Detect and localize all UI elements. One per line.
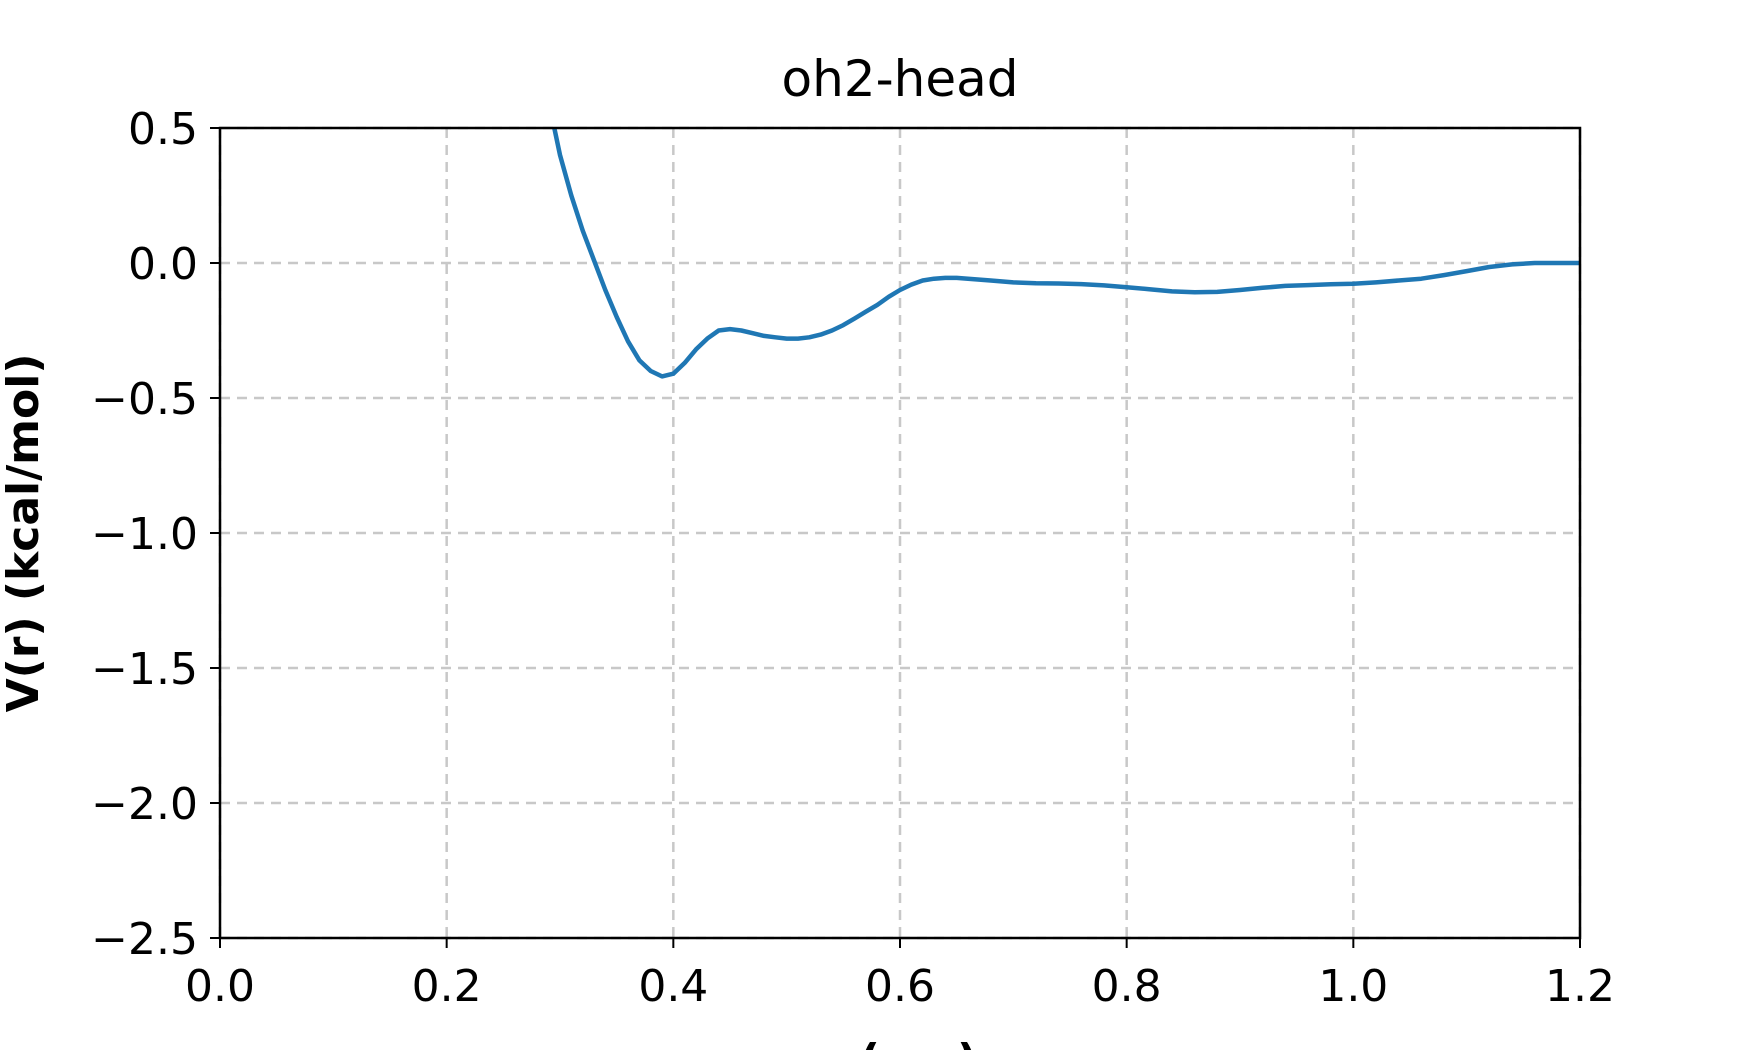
y-tick-label: 0.0 [128, 239, 198, 290]
y-tick-label: −2.5 [91, 914, 198, 965]
y-tick-label: −1.0 [91, 509, 198, 560]
y-tick-label: 0.5 [128, 104, 198, 155]
x-tick-label: 0.0 [185, 961, 255, 1012]
x-tick-label: 0.4 [638, 961, 708, 1012]
y-axis-label: V(r) (kcal/mol) [0, 354, 49, 713]
y-tick-label: −0.5 [91, 374, 198, 425]
series-line-0 [552, 127, 1580, 379]
x-tick-label: 0.6 [865, 961, 935, 1012]
x-tick-label: 1.2 [1545, 961, 1615, 1012]
x-tick-label: 1.0 [1318, 961, 1388, 1012]
x-axis-label: r (nm) [823, 1035, 977, 1050]
series-layer [552, 127, 1580, 379]
x-tick-label: 0.2 [412, 961, 482, 1012]
y-tick-label: −1.5 [91, 644, 198, 695]
chart-title: oh2-head [782, 50, 1019, 108]
grid-lines [218, 126, 1582, 940]
axis-ticks: 0.0 0.2 0.4 0.6 0.8 1.0 1.2 0.5 0.0 −0.5 −1.0 −1.5 −… [91, 104, 1615, 1012]
y-tick-label: −2.0 [91, 779, 198, 830]
x-tick-label: 0.8 [1092, 961, 1162, 1012]
